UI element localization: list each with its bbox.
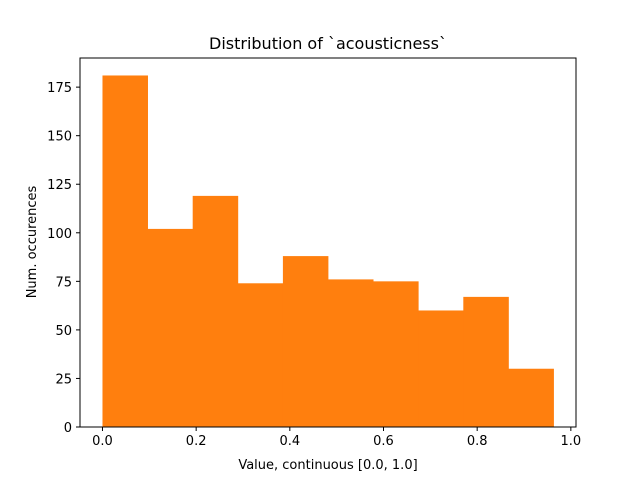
x-tick-label: 0.2: [186, 434, 207, 449]
plot-frame: [79, 57, 577, 428]
y-tick-label: 50: [55, 324, 72, 339]
y-tick-label: 125: [47, 178, 72, 193]
y-tick-label: 25: [55, 372, 72, 387]
x-tick-label: 0.0: [92, 434, 113, 449]
x-tick-label: 0.8: [467, 434, 488, 449]
histogram-bar: [463, 296, 509, 427]
histogram-bar: [328, 279, 374, 427]
histogram-bar: [102, 75, 148, 428]
x-axis: 0.0 0.2 0.4 0.6 0.8 1.0: [92, 427, 581, 449]
y-tick-label: 75: [55, 275, 72, 290]
histogram-bar: [237, 283, 284, 427]
histogram-bar: [147, 228, 194, 427]
histogram-bar: [418, 310, 464, 427]
x-tick-label: 0.6: [373, 434, 394, 449]
y-tick-label: 150: [47, 130, 72, 145]
y-axis: 0 25 50 75 100 125 150 175: [47, 81, 80, 436]
y-tick-label: 175: [47, 81, 72, 96]
x-tick-label: 1.0: [561, 434, 582, 449]
histogram-bar: [373, 281, 419, 427]
chart-title: Distribution of `acousticness`: [209, 34, 447, 53]
y-tick-label: 0: [64, 421, 72, 436]
histogram-bar: [282, 256, 329, 427]
bars-group: [102, 75, 554, 428]
y-tick-label: 100: [47, 227, 72, 242]
histogram-bar: [192, 195, 239, 427]
x-axis-label: Value, continuous [0.0, 1.0]: [238, 458, 417, 473]
y-axis-label: Num. occurences: [25, 185, 40, 298]
x-tick-label: 0.4: [279, 434, 300, 449]
histogram-bar: [508, 368, 554, 427]
